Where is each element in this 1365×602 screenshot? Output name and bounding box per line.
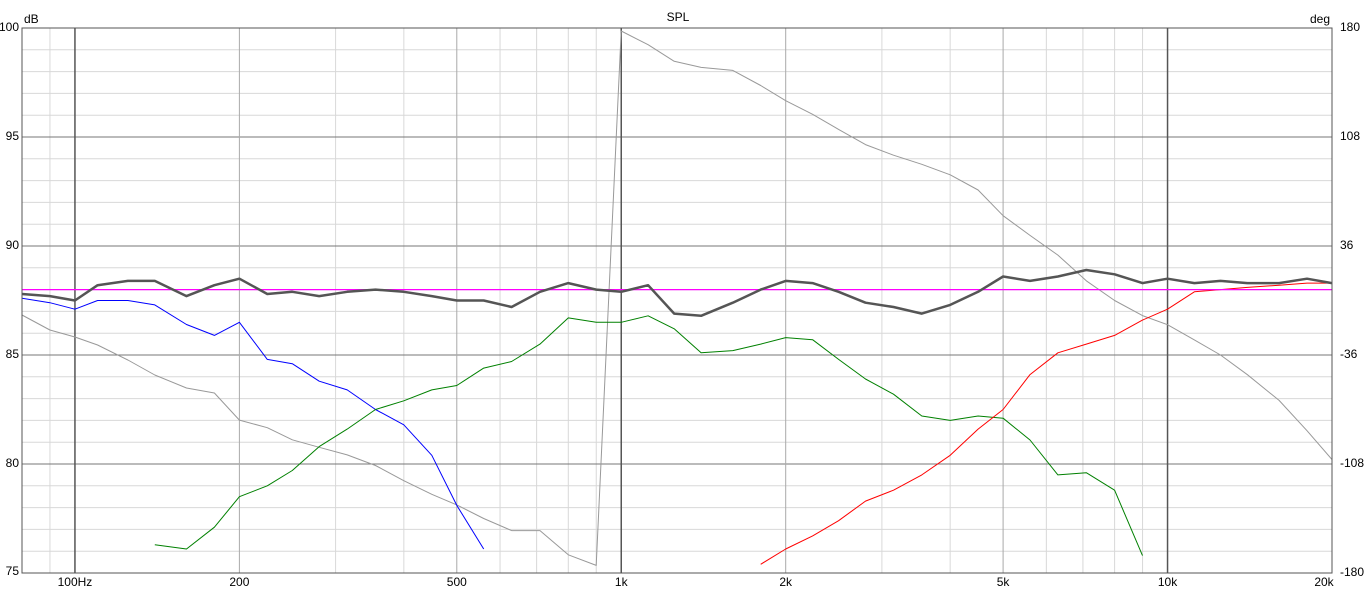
x-tick-label: 100Hz — [58, 575, 93, 589]
x-tick-label: 20k — [1314, 575, 1334, 589]
x-tick-label: 1k — [615, 575, 629, 589]
series-line — [760, 282, 1332, 565]
series-line — [22, 268, 1332, 318]
y-axis-label: dB — [24, 12, 39, 26]
x-tick-label: 2k — [779, 575, 793, 589]
y-tick-label: 85 — [6, 347, 20, 361]
y-tick-label: 90 — [6, 238, 20, 252]
plot — [22, 30, 1332, 566]
series-line — [154, 315, 1143, 556]
x-tick-label: 10k — [1158, 575, 1178, 589]
x-tick-label: 200 — [229, 575, 249, 589]
y-tick-label: 80 — [6, 456, 20, 470]
y2-tick-label: 36 — [1340, 238, 1354, 252]
y2-tick-label: -108 — [1340, 456, 1364, 470]
y-tick-label: 95 — [6, 129, 20, 143]
y-tick-label: 100 — [0, 20, 19, 34]
x-tick-label: 500 — [447, 575, 467, 589]
tick-labels: 75 80 85 90 95 100 -180 -108 -36 36 108 180 100Hz 200… — [0, 20, 1364, 589]
x-tick-label: 5k — [997, 575, 1011, 589]
y2-tick-label: 180 — [1340, 20, 1360, 34]
y-tick-label: 75 — [6, 564, 20, 578]
y2-tick-label: -180 — [1340, 565, 1364, 579]
chart-title: SPL — [667, 10, 690, 24]
y2-tick-label: 108 — [1340, 129, 1360, 143]
y2-tick-label: -36 — [1340, 347, 1358, 361]
series-line — [22, 30, 1332, 566]
y2-axis-label: deg — [1310, 12, 1330, 26]
plot-frame — [21, 27, 1333, 574]
series-line — [22, 297, 485, 550]
